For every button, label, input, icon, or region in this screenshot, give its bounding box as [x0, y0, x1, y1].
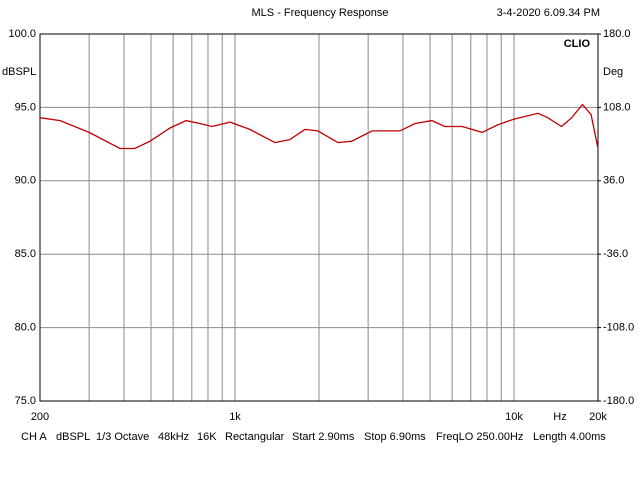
y-tick-label: 75.0 — [15, 395, 36, 407]
y2-tick-label: -108.0 — [603, 322, 634, 334]
y-tick-label: 100.0 — [8, 28, 36, 40]
response-curve — [39, 103, 599, 150]
chart-title: MLS - Frequency Response — [252, 7, 389, 19]
x-tick-label: 10k — [505, 411, 523, 423]
y2-tick-label: -36.0 — [603, 248, 628, 260]
status-item: Start 2.90ms — [292, 431, 355, 443]
plot-frame — [39, 33, 599, 402]
y-tick-label: 85.0 — [15, 248, 36, 260]
x-tick-label: 1k — [229, 411, 241, 423]
status-item: FreqLO 250.00Hz — [436, 431, 523, 443]
status-item: 1/3 Octave — [96, 431, 149, 443]
status-item: dBSPL — [56, 431, 90, 443]
y-axis-label: dBSPL — [2, 66, 36, 78]
y2-tick-label: -180.0 — [603, 395, 634, 407]
status-item: Rectangular — [225, 431, 285, 443]
y-tick-label: 80.0 — [15, 322, 36, 334]
status-item: Stop 6.90ms — [364, 431, 426, 443]
y2-axis-label: Deg — [603, 66, 623, 78]
timestamp: 3-4-2020 6.09.34 PM — [497, 7, 600, 19]
y2-tick-label: 180.0 — [603, 28, 631, 40]
x-tick-label: 200 — [31, 411, 49, 423]
brand: CLIO — [564, 38, 591, 50]
y2-tick-label: 36.0 — [603, 175, 624, 187]
status-item: Length 4.00ms — [533, 431, 606, 443]
x-tick-label: 20k — [589, 411, 607, 423]
y-tick-label: 90.0 — [15, 175, 36, 187]
y2-tick-label: 108.0 — [603, 101, 631, 113]
status-item: 16K — [197, 431, 217, 443]
y-tick-label: 95.0 — [15, 101, 36, 113]
status-item: CH A — [21, 431, 47, 443]
x-unit: Hz — [553, 411, 566, 423]
status-item: 48kHz — [158, 431, 189, 443]
